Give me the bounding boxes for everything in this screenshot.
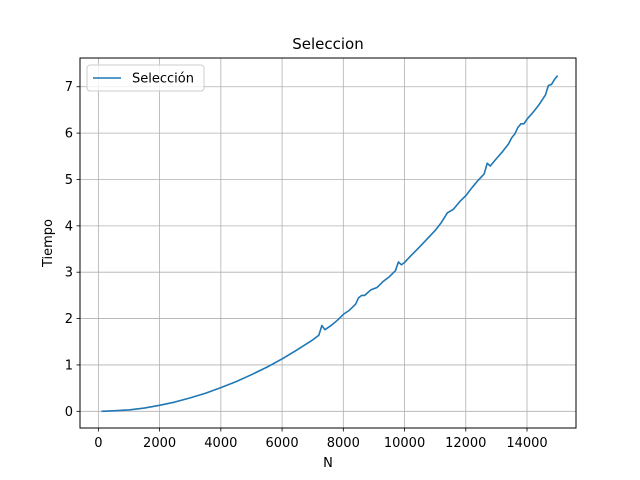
x-tick-label: 8000 xyxy=(327,436,360,451)
y-tick-label: 7 xyxy=(65,80,73,95)
legend: Selección xyxy=(86,64,205,92)
y-tick-label: 4 xyxy=(65,219,73,234)
legend-label: Selección xyxy=(132,72,194,87)
legend-box xyxy=(86,64,205,92)
x-tick-label: 4000 xyxy=(204,436,237,451)
y-axis-title: Tiempo xyxy=(41,219,56,268)
series-line-0 xyxy=(101,75,559,413)
x-tick-label: 10000 xyxy=(384,436,425,451)
y-tick-label: 1 xyxy=(65,358,73,373)
chart-title: Seleccion xyxy=(292,35,364,53)
x-tick-label: 12000 xyxy=(445,436,486,451)
y-tick-label: 5 xyxy=(65,173,73,188)
x-tick-label: 14000 xyxy=(506,436,547,451)
x-tick-label: 0 xyxy=(94,436,102,451)
x-tick-label: 2000 xyxy=(143,436,176,451)
x-tick-label: 6000 xyxy=(266,436,299,451)
x-axis: 0 2000 4000 6000 8000 10000 12000 14000 xyxy=(94,428,548,451)
y-axis: 0 1 2 3 4 5 6 7 xyxy=(65,80,80,420)
x-axis-title: N xyxy=(323,456,333,471)
y-tick-label: 0 xyxy=(65,405,73,420)
plot-frame xyxy=(79,57,577,429)
y-tick-label: 6 xyxy=(65,127,73,142)
y-tick-label: 2 xyxy=(65,312,73,327)
y-tick-label: 3 xyxy=(65,266,73,281)
series-layer xyxy=(101,75,559,413)
